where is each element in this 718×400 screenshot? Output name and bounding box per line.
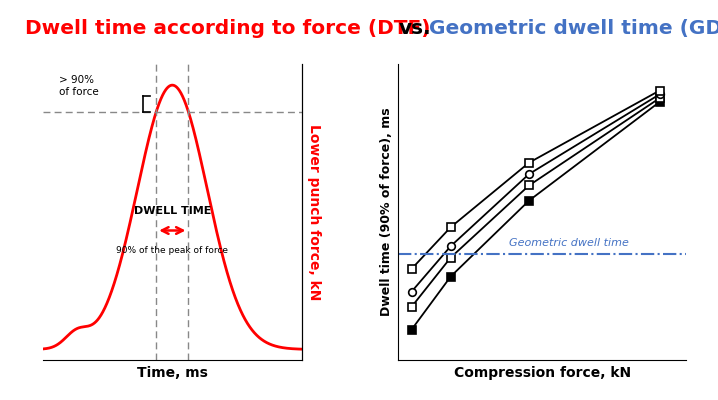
Text: vs.: vs. [398,19,431,38]
Text: > 90%
of force: > 90% of force [59,76,98,97]
Y-axis label: Lower punch force, kN: Lower punch force, kN [307,124,321,300]
Y-axis label: Dwell time (90% of force), ms: Dwell time (90% of force), ms [380,108,393,316]
X-axis label: Time, ms: Time, ms [137,366,208,380]
Text: Dwell time according to force (DTF): Dwell time according to force (DTF) [25,19,431,38]
Text: Geometric dwell time: Geometric dwell time [510,238,630,248]
Text: DWELL TIME: DWELL TIME [134,206,211,216]
Text: Geometric dwell time (GDT): Geometric dwell time (GDT) [429,19,718,38]
X-axis label: Compression force, kN: Compression force, kN [454,366,630,380]
Text: 90% of the peak of force: 90% of the peak of force [116,246,228,255]
